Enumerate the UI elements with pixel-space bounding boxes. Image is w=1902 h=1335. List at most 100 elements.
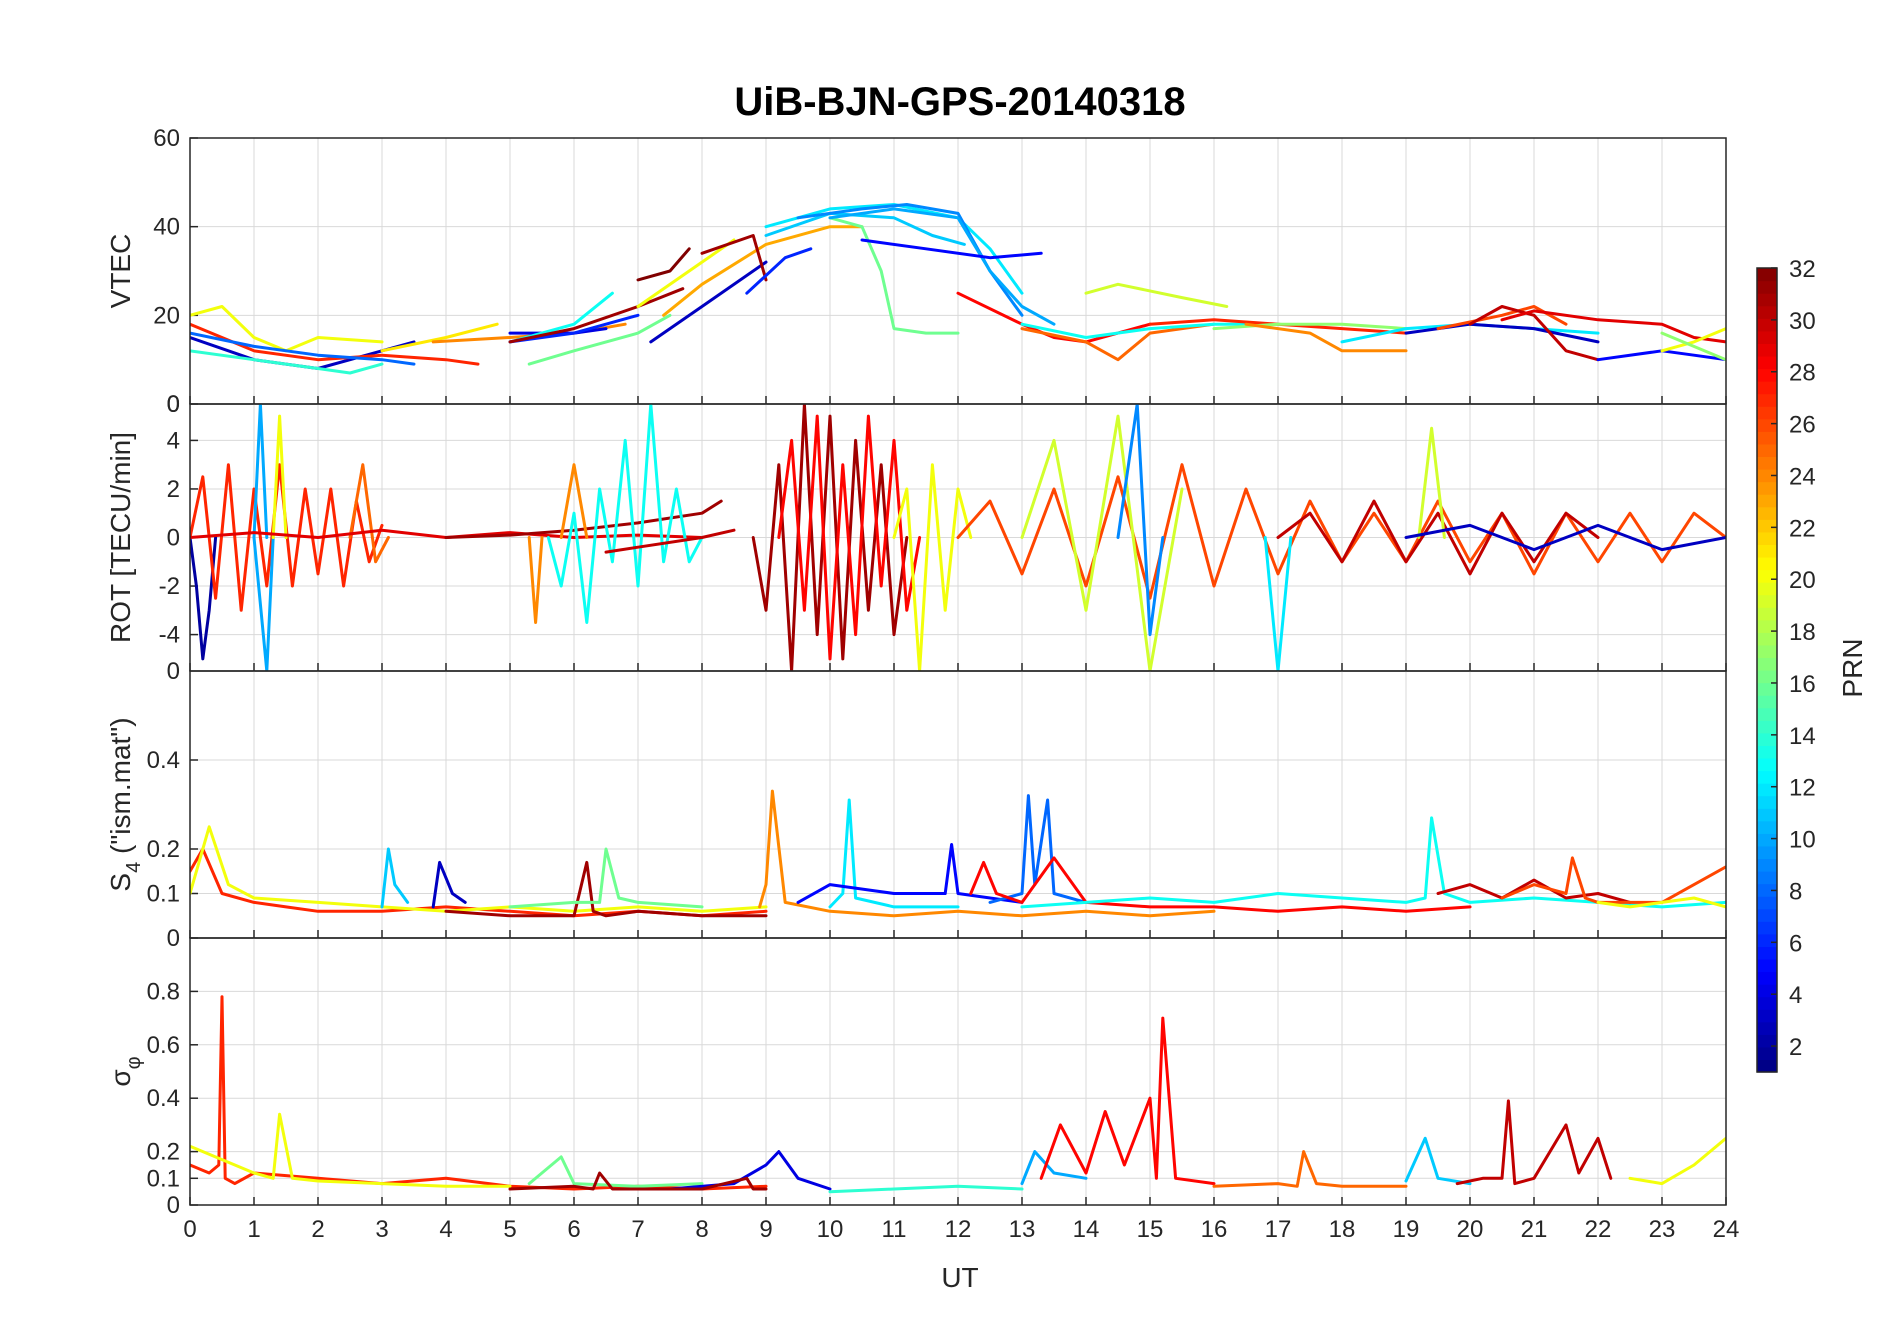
series-line-prn-5 (860, 238, 1043, 260)
x-tick-label: 15 (1137, 1216, 1164, 1243)
colorbar-tick-label: 16 (1789, 671, 1816, 698)
colorbar-tick-label: 20 (1789, 567, 1816, 594)
colorbar-segment (1757, 469, 1777, 483)
colorbar-segment (1757, 670, 1777, 684)
x-tick-label: 8 (695, 1216, 708, 1243)
series-line-prn-23 (662, 225, 864, 317)
series-line-prn-28 (777, 414, 922, 661)
panel-s4: 0 0.1 0.2 0.4 0 S4 ("ism.mat") (105, 658, 1727, 952)
colorbar-segment (1757, 958, 1777, 973)
colorbar-segment (1757, 732, 1777, 746)
x-tick-label: 1 (247, 1216, 260, 1243)
colorbar-segment (1757, 707, 1777, 721)
colorbar-tick-label: 6 (1789, 930, 1802, 957)
colorbar-tick-label: 4 (1789, 982, 1802, 1009)
colorbar-segment (1757, 594, 1777, 608)
colorbar-segment (1757, 582, 1777, 596)
colorbar-segment (1757, 858, 1777, 872)
colorbar-segment (1757, 607, 1777, 621)
chart-title: UiB-BJN-GPS-20140318 (734, 80, 1185, 124)
colorbar-segment (1757, 506, 1777, 520)
colorbar-segment (1757, 544, 1777, 558)
colorbar-segment (1757, 971, 1777, 985)
series-line-prn-30 (1436, 878, 1632, 904)
colorbar-tick-label: 24 (1789, 463, 1816, 490)
series-line-prn-17 (1660, 331, 1726, 362)
colorbar-segment (1757, 745, 1777, 759)
colorbar-tick-label: 28 (1789, 360, 1816, 387)
series-line-prn-20 (1596, 896, 1726, 909)
colorbar-tick-label: 8 (1789, 878, 1802, 905)
colorbar-segment (1757, 293, 1777, 307)
colorbar-segment (1757, 619, 1777, 633)
colorbar-tick-label: 14 (1789, 723, 1816, 750)
colorbar-segment (1757, 556, 1777, 571)
colorbar-tick-label: 30 (1789, 308, 1816, 335)
axes-frame (189, 937, 1727, 1206)
colorbar-tick-label: 18 (1789, 619, 1816, 646)
colorbar-segment (1757, 883, 1777, 897)
colorbar-segment (1757, 318, 1777, 332)
series-line-prn-31 (508, 1171, 768, 1191)
colorbar-segment (1757, 1009, 1777, 1023)
colorbar-segment (1757, 657, 1777, 671)
x-axis-label: UT (941, 1262, 978, 1293)
colorbar-segment (1757, 519, 1777, 533)
y-tick-label: -4 (159, 622, 180, 649)
colorbar-segment (1757, 871, 1777, 885)
y-tick-label: 40 (153, 214, 180, 241)
colorbar-segment (1757, 808, 1777, 822)
colorbar-segment (1757, 393, 1777, 407)
series-line-prn-11 (1404, 1136, 1472, 1186)
series-line-prn-2 (190, 536, 218, 661)
series-line-prn-13 (546, 404, 704, 624)
colorbar-segment (1757, 569, 1777, 583)
colorbar-tick-label: 22 (1789, 515, 1816, 542)
x-tick-label: 16 (1201, 1216, 1228, 1243)
x-tick-label: 13 (1009, 1216, 1036, 1243)
series-line-prn-31 (444, 860, 768, 918)
series-line-prn-31 (700, 234, 768, 282)
series-line-prn-20 (892, 463, 973, 671)
colorbar-segment (1757, 933, 1777, 947)
series-line-prn-16 (527, 1155, 704, 1188)
colorbar-segment (1757, 720, 1777, 734)
x-tick-label: 5 (503, 1216, 516, 1243)
colorbar-segment (1757, 845, 1777, 860)
colorbar-segment (1757, 783, 1777, 797)
series-line-prn-19 (1084, 282, 1229, 308)
colorbar-segment (1757, 644, 1777, 659)
colorbar-segment (1757, 984, 1777, 998)
series-line-prn-25 (1212, 1150, 1408, 1188)
series-line-prn-24 (1244, 322, 1408, 353)
colorbar-segment (1757, 368, 1777, 382)
x-axis: 0 1 2 3 4 5 6 7 8 9 10 11 12 13 14 15 16 17 18 19 20 21 22 23 24 (183, 1216, 1739, 1243)
colorbar-segment (1757, 1021, 1777, 1035)
colorbar-segment (1757, 330, 1777, 344)
y-axis-label-rot: ROT [TECU/min] (105, 432, 136, 643)
colorbar-segment (1757, 418, 1777, 432)
series-line-prn-9 (1116, 404, 1165, 637)
y-tick-label: 0.2 (147, 836, 180, 863)
y-tick-label-top: 0 (167, 658, 180, 685)
x-tick-label: 20 (1457, 1216, 1484, 1243)
colorbar-segment (1757, 1034, 1777, 1048)
x-tick-label: 21 (1521, 1216, 1548, 1243)
colorbar-segment (1757, 443, 1777, 458)
series-line-prn-20 (190, 825, 768, 913)
y-tick-label: 0.4 (147, 747, 180, 774)
y-tick-label: 0 (167, 925, 180, 952)
colorbar-segment (1757, 280, 1777, 294)
colorbar-segment (1757, 632, 1777, 646)
traces-vtec (190, 203, 1726, 375)
colorbar-segment (1757, 431, 1777, 445)
colorbar-segment (1757, 795, 1777, 809)
y-tick-label: 0 (167, 525, 180, 552)
x-tick-label: 11 (882, 1216, 907, 1243)
series-line-prn-5 (1596, 349, 1726, 362)
series-line-prn-11 (764, 211, 966, 246)
x-tick-label: 14 (1073, 1216, 1100, 1243)
series-line-prn-14 (828, 1184, 1024, 1194)
